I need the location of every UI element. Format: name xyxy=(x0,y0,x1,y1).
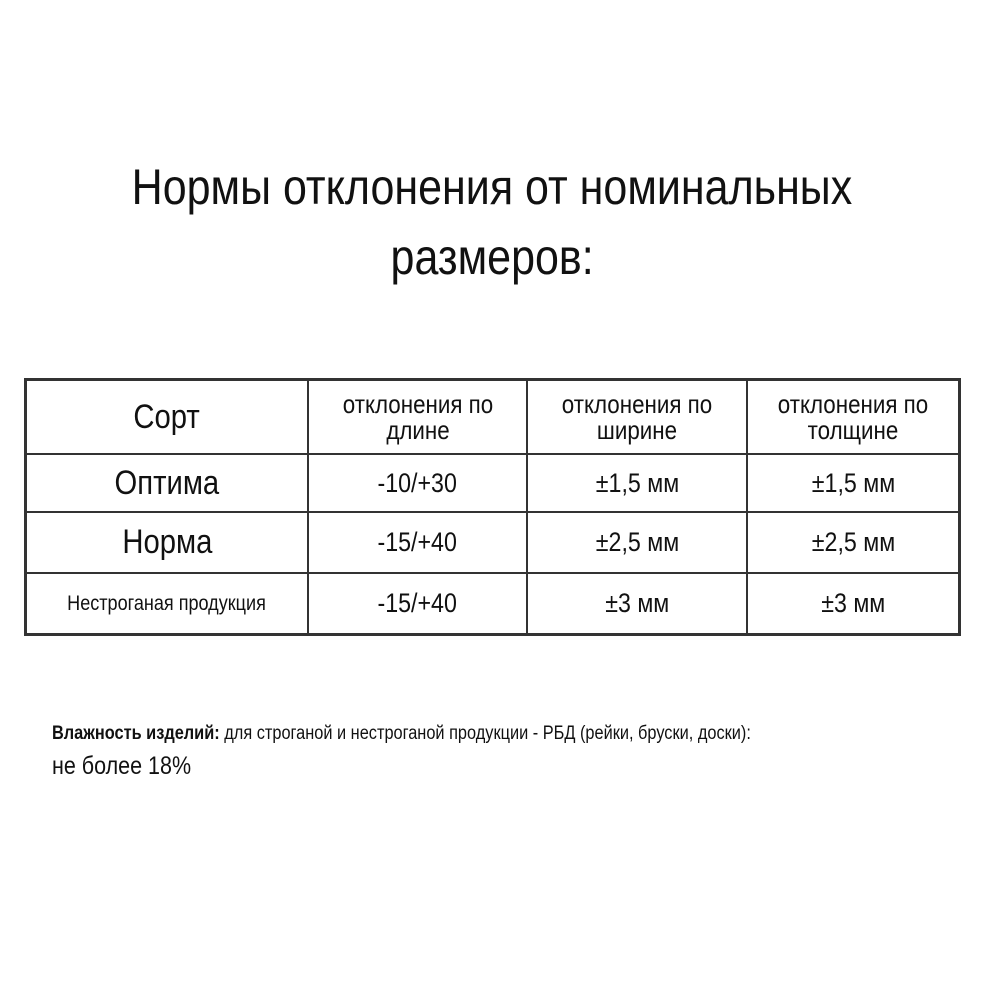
table-header-row: Сорт отклонения по длине отклонения по ш… xyxy=(24,378,961,455)
humidity-label: Влажность изделий: xyxy=(52,723,220,744)
width-cell: ±2,5 мм xyxy=(526,511,748,574)
width-cell: ±3 мм xyxy=(526,572,748,636)
thickness-cell: ±3 мм xyxy=(746,572,961,636)
header-width: отклонения по ширине xyxy=(526,378,748,455)
length-cell: -10/+30 xyxy=(307,453,528,513)
table-row: Норма -15/+40 ±2,5 мм ±2,5 мм xyxy=(24,511,961,574)
humidity-value: не более 18% xyxy=(52,752,192,780)
table-row: Нестроганая продукция -15/+40 ±3 мм ±3 м… xyxy=(24,572,961,636)
header-length: отклонения по длине xyxy=(307,378,528,455)
header-grade: Сорт xyxy=(24,378,309,455)
thickness-cell: ±2,5 мм xyxy=(746,511,961,574)
header-thickness: отклонения по толщине xyxy=(746,378,961,455)
humidity-note: Влажность изделий: для строганой и нестр… xyxy=(52,720,865,748)
page-title-line2: размеров: xyxy=(390,229,594,285)
grade-cell: Нестроганая продукция xyxy=(24,572,309,636)
page-title-line1: Нормы отклонения от номинальных xyxy=(131,159,853,215)
length-cell: -15/+40 xyxy=(307,572,528,636)
grade-cell: Оптима xyxy=(24,453,309,513)
length-cell: -15/+40 xyxy=(307,511,528,574)
deviation-table: Сорт отклонения по длине отклонения по ш… xyxy=(24,378,961,636)
thickness-cell: ±1,5 мм xyxy=(746,453,961,513)
humidity-text: для строганой и нестроганой продукции - … xyxy=(219,723,751,744)
grade-cell: Норма xyxy=(24,511,309,574)
width-cell: ±1,5 мм xyxy=(526,453,748,513)
table-row: Оптима -10/+30 ±1,5 мм ±1,5 мм xyxy=(24,453,961,513)
